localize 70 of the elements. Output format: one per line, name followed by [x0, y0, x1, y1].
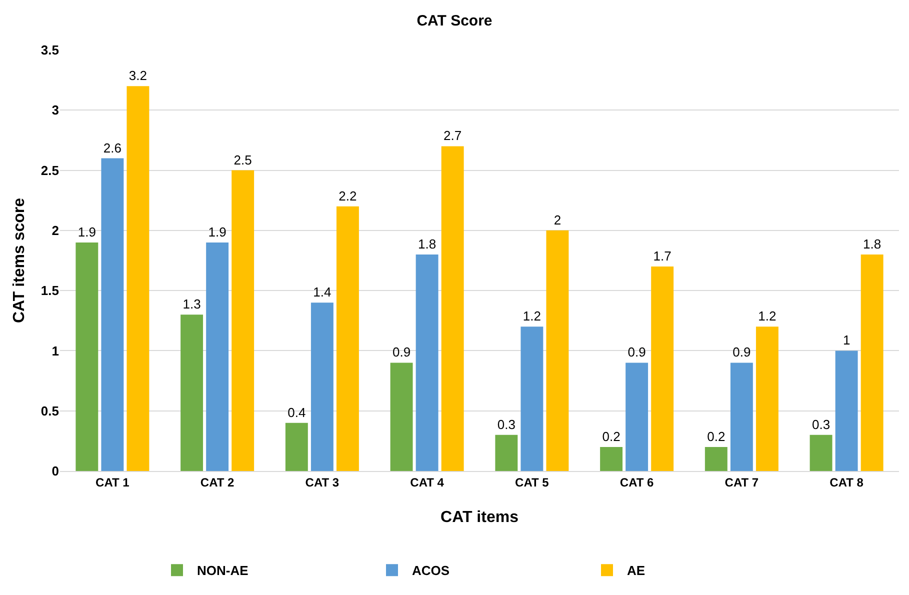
y-tick-label: 3.5: [40, 42, 59, 58]
bar: [206, 242, 229, 471]
bar: [390, 362, 413, 471]
bar: [285, 422, 308, 471]
legend-label: AE: [627, 563, 646, 578]
data-label: 0.4: [288, 404, 306, 420]
data-label: 1.9: [78, 224, 96, 240]
data-label: 1.4: [313, 284, 332, 300]
x-tick-label: CAT 2: [200, 475, 235, 490]
data-label: 0.9: [392, 344, 411, 360]
data-label: 0.3: [497, 416, 516, 432]
bar: [441, 146, 464, 471]
bar: [416, 254, 438, 471]
data-label: 1: [842, 332, 850, 348]
bar: [756, 326, 778, 471]
bar: [310, 302, 334, 471]
data-label: 3.2: [128, 68, 147, 84]
bar: [232, 170, 254, 471]
y-tick-label: 1.5: [40, 283, 59, 298]
y-tick-label: 1: [52, 343, 59, 358]
data-label: 1.9: [208, 224, 226, 240]
legend-label: ACOS: [412, 563, 450, 578]
data-label: 0.2: [707, 428, 726, 444]
data-label: 0.3: [812, 416, 830, 432]
bar: [730, 362, 753, 471]
bar: [336, 206, 359, 471]
bar: [495, 434, 518, 471]
bar: [180, 314, 204, 471]
x-tick-label: CAT 7: [724, 475, 759, 490]
y-tick-label: 2: [52, 222, 59, 238]
data-label: 1.3: [182, 296, 201, 312]
data-label: 2.2: [338, 188, 357, 204]
data-label: 0.9: [628, 344, 646, 360]
y-tick-label: 0: [52, 464, 59, 479]
bar: [600, 446, 623, 471]
x-tick-label: CAT 8: [830, 475, 864, 490]
x-tick-label: CAT 6: [620, 475, 654, 490]
x-tick-label: CAT 4: [410, 475, 444, 490]
x-axis-title: CAT items: [440, 509, 519, 526]
data-label: 2: [554, 212, 562, 228]
x-tick-label: CAT 3: [305, 475, 340, 490]
y-tick-label: 2.5: [40, 162, 59, 178]
data-label: 2.5: [234, 152, 252, 168]
x-tick-label: CAT 5: [515, 475, 550, 490]
bar: [810, 434, 832, 471]
data-label: 2.6: [103, 140, 122, 156]
bar: [860, 254, 884, 471]
bar: [101, 158, 124, 471]
y-axis-title: CAT items score: [10, 198, 28, 324]
data-label: 0.9: [732, 344, 751, 360]
bar: [835, 350, 858, 471]
x-tick-label: CAT 1: [96, 475, 130, 490]
y-tick-label: 0.5: [40, 403, 59, 418]
data-label: 1.8: [863, 236, 882, 252]
data-label: 1.2: [758, 308, 776, 324]
bar: [76, 242, 98, 471]
legend-label: NON-AE: [197, 563, 249, 578]
bar: [651, 266, 674, 471]
bar: [626, 362, 648, 471]
bar: [126, 86, 150, 471]
data-label: 1.8: [418, 236, 436, 252]
chart-title: CAT Score: [416, 12, 492, 30]
data-label: 2.7: [444, 128, 462, 144]
bar: [520, 326, 544, 471]
data-label: 0.2: [602, 428, 620, 444]
data-label: 1.2: [522, 308, 541, 324]
y-tick-label: 3: [52, 102, 59, 118]
bar: [546, 230, 569, 471]
bar: [704, 446, 728, 471]
data-label: 1.7: [653, 248, 672, 264]
